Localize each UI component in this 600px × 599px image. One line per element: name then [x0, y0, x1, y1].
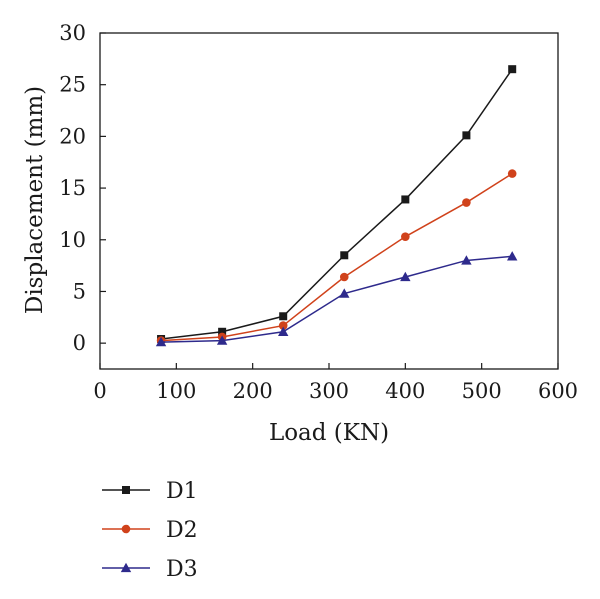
- y-axis-title: Displacement (mm): [22, 86, 48, 314]
- series-d1-point: [218, 327, 227, 336]
- y-axis-ticks: 0 5 10 15 20 25 30: [59, 21, 106, 355]
- legend-label: D2: [166, 518, 198, 543]
- x-axis-title: Load (KN): [269, 420, 389, 446]
- x-tick-label: 300: [309, 379, 349, 403]
- series-d3-point: [507, 251, 518, 261]
- series-d2-point: [401, 232, 410, 241]
- x-tick-label: 500: [462, 379, 502, 403]
- y-tick-label: 25: [59, 73, 86, 97]
- series-d3-point: [155, 336, 167, 347]
- legend-label: D3: [166, 557, 198, 582]
- y-tick-label: 20: [59, 124, 86, 148]
- series-d1-point: [462, 131, 471, 140]
- x-tick-label: 100: [156, 379, 196, 403]
- series-d1-point: [508, 65, 517, 74]
- legend-label: D1: [166, 479, 198, 504]
- series-d2-line: [161, 172, 513, 342]
- series-d2-point: [339, 272, 349, 282]
- series-d2-point: [278, 321, 288, 330]
- x-tick-label: 200: [233, 379, 273, 403]
- series-d3-point: [400, 271, 411, 282]
- legend: D1 D2 D3: [102, 479, 198, 582]
- plot-border: [99, 32, 559, 370]
- y-tick-label: 0: [73, 331, 86, 355]
- series-d3-point: [461, 255, 472, 265]
- series-d1-point: [401, 195, 410, 204]
- plot-frame: [99, 32, 559, 370]
- series-d2-point: [507, 169, 517, 178]
- series-d3-point: [339, 288, 350, 298]
- series-d3: [155, 251, 518, 347]
- series-d2: [156, 169, 517, 345]
- series-d3-point: [278, 326, 289, 336]
- legend-swatch-marker: [122, 486, 130, 494]
- legend-swatch-marker: [121, 524, 131, 534]
- series-d1-point: [279, 312, 288, 321]
- series-d3-point: [216, 335, 228, 345]
- series-d1-point: [340, 251, 349, 260]
- legend-item-d3: D3: [102, 557, 198, 582]
- y-tick-label: 15: [59, 176, 86, 200]
- legend-swatch-marker: [120, 562, 132, 573]
- y-tick-label: 30: [59, 21, 86, 45]
- series-layer: [155, 65, 518, 347]
- legend-item-d2: D2: [102, 518, 198, 543]
- series-d2-point: [462, 198, 471, 207]
- x-tick-label: 400: [385, 379, 425, 403]
- legend-item-d1: D1: [102, 479, 198, 504]
- y-tick-label: 5: [73, 279, 86, 303]
- y-tick-label: 10: [59, 228, 86, 252]
- x-tick-label: 600: [538, 379, 578, 403]
- x-tick-label: 0: [93, 379, 106, 403]
- series-d3-line: [161, 255, 513, 343]
- x-axis-ticks: 0 100 200 300 400 500 600: [93, 363, 578, 403]
